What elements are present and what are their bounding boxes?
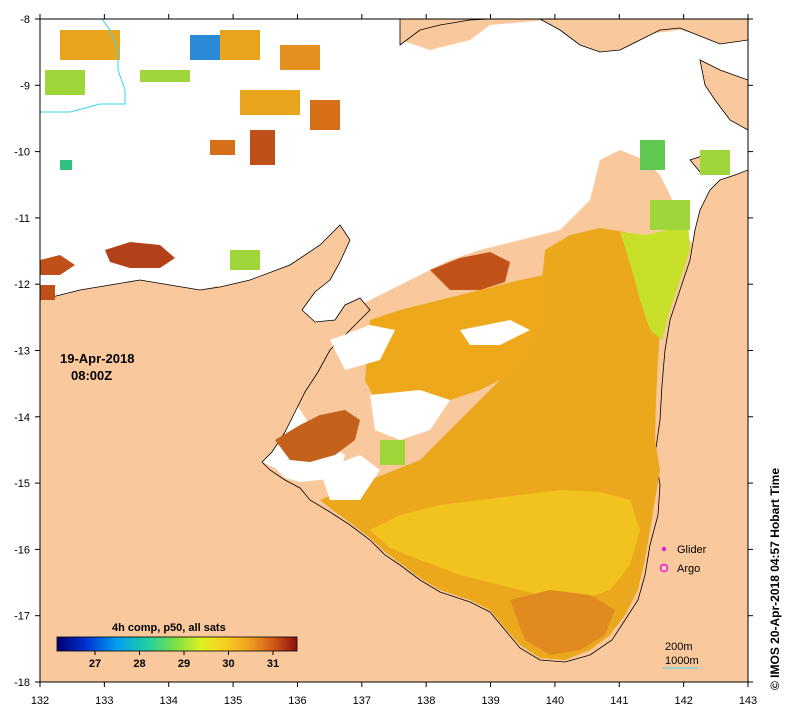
glider-label: Glider <box>677 544 707 556</box>
y-tick-label: -12 <box>14 279 30 291</box>
colorbar-label: 31 <box>267 658 279 670</box>
x-tick-label: 141 <box>610 695 628 707</box>
y-tick-label: -9 <box>20 80 30 92</box>
argo-icon <box>659 563 669 573</box>
x-tick-label: 138 <box>417 695 435 707</box>
x-tick-label: 132 <box>31 695 49 707</box>
sst-nw-hot <box>105 242 175 268</box>
time-label: 08:00Z <box>71 368 112 383</box>
land-north <box>399 19 748 53</box>
date-label: 19-Apr-2018 <box>60 351 134 366</box>
colorbar-gradient <box>56 636 298 652</box>
y-tick-label: -15 <box>14 478 30 490</box>
x-tick-label: 133 <box>95 695 113 707</box>
glider-icon <box>661 546 667 552</box>
y-tick-label: -14 <box>14 412 30 424</box>
x-tick-label: 142 <box>674 695 692 707</box>
platform-legend: Glider Argo <box>659 544 707 575</box>
y-tick-label: -11 <box>15 213 30 225</box>
y-tick-label: -8 <box>20 14 30 26</box>
x-tick-label: 139 <box>481 695 499 707</box>
contour-1000m <box>40 19 126 113</box>
x-axis: 132 133 134 135 136 137 138 139 140 141 142 143 <box>31 14 757 707</box>
x-tick-label: 143 <box>739 695 757 707</box>
colorbar-labels: 27 28 29 30 31 <box>89 651 279 670</box>
colorbar-title: 4h comp, p50, all sats <box>112 622 226 634</box>
y-tick-label: -18 <box>14 677 30 689</box>
colorbar: 4h comp, p50, all sats 27 28 29 30 31 <box>56 622 298 670</box>
y-tick-label: -17 <box>14 611 30 623</box>
x-tick-label: 135 <box>224 695 242 707</box>
sst-arnhem-hot <box>430 252 510 290</box>
contour-200m-label: 200m <box>665 641 693 653</box>
y-tick-label: -16 <box>14 544 30 556</box>
x-tick-label: 140 <box>546 695 564 707</box>
sst-east-coast-cool <box>620 222 690 340</box>
x-tick-label: 137 <box>353 695 371 707</box>
sst-patches <box>40 30 730 465</box>
credit-text: © IMOS 20-Apr-2018 04:57 Hobart Time <box>768 468 782 690</box>
colorbar-label: 27 <box>89 658 101 670</box>
sst-north-warm <box>365 275 545 420</box>
x-tick-label: 134 <box>160 695 178 707</box>
land-australia <box>40 169 748 682</box>
sst-gulf-south-warm <box>510 590 615 655</box>
y-tick-label: -10 <box>14 147 30 159</box>
x-tick-label: 136 <box>288 695 306 707</box>
y-axis: -8 -9 -10 -11 -12 -13 -14 -15 -16 -17 -18 <box>14 14 753 689</box>
sst-nw-hot-2 <box>40 255 75 275</box>
map-area <box>40 19 748 682</box>
cloud-northwest <box>40 19 405 300</box>
contour-1000m-label: 1000m <box>665 655 699 667</box>
colorbar-label: 30 <box>222 658 234 670</box>
cloud-gaps <box>320 320 530 500</box>
sst-west-gulf-hot <box>275 410 360 462</box>
colorbar-label: 29 <box>178 658 190 670</box>
sst-gulf-south-bright <box>370 490 640 600</box>
land-north-east <box>699 59 748 131</box>
argo-label: Argo <box>677 563 700 575</box>
contour-legend: 200m 1000m <box>663 641 699 669</box>
y-tick-label: -13 <box>14 346 30 358</box>
colorbar-label: 28 <box>133 658 145 670</box>
